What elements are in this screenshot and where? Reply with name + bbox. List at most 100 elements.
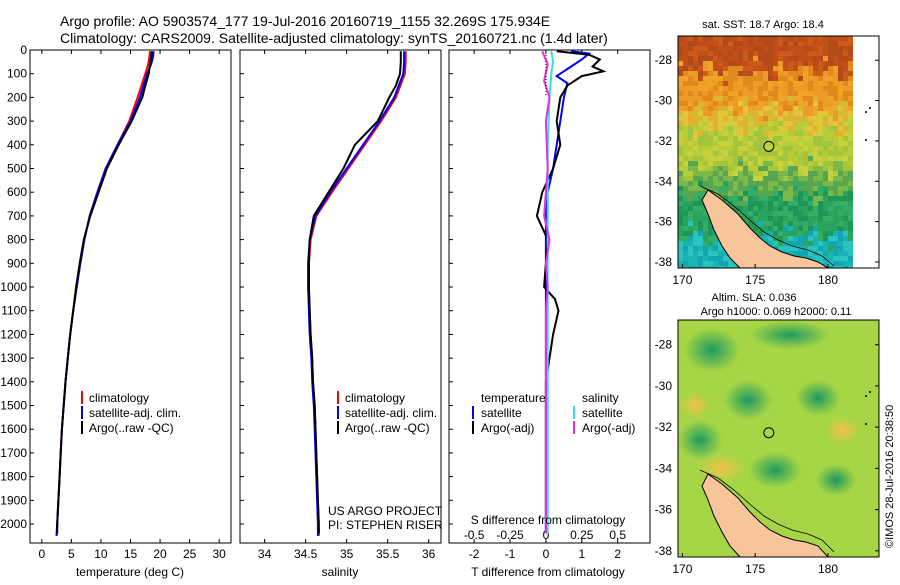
sst-cell	[808, 66, 813, 71]
sst-cell	[833, 86, 838, 91]
sst-cell	[828, 36, 833, 41]
sst-cell	[763, 196, 768, 201]
sst-cell	[728, 91, 733, 96]
sst-cell	[708, 241, 713, 246]
sst-cell	[718, 261, 723, 266]
sst-cell	[763, 146, 768, 151]
sst-cell	[753, 56, 758, 61]
sst-cell	[828, 246, 833, 251]
sst-cell	[788, 196, 793, 201]
sst-cell	[738, 121, 743, 126]
sst-cell	[848, 171, 853, 176]
sst-cell	[793, 101, 798, 106]
sst-cell	[788, 116, 793, 121]
sst-cell	[698, 201, 703, 206]
sst-cell	[738, 86, 743, 91]
sst-cell	[678, 246, 683, 251]
depth-tick-label: 1300	[0, 351, 27, 365]
sst-cell	[713, 176, 718, 181]
sst-cell	[818, 101, 823, 106]
sst-cell	[703, 166, 708, 171]
sst-cell	[678, 46, 683, 51]
sst-cell	[818, 91, 823, 96]
sst-cell	[703, 241, 708, 246]
sst-cell	[848, 56, 853, 61]
sst-cell	[728, 81, 733, 86]
sst-cell	[838, 66, 843, 71]
sst-cell	[758, 111, 763, 116]
sst-cell	[808, 101, 813, 106]
sst-cell	[753, 86, 758, 91]
sst-cell	[748, 181, 753, 186]
sst-cell	[793, 161, 798, 166]
sst-cell	[733, 151, 738, 156]
salinity-difference-legend: salinity satellite Argo(-adj)	[573, 391, 635, 435]
sla-positive-blob	[679, 393, 711, 417]
sst-cell	[763, 131, 768, 136]
sst-cell	[843, 266, 848, 268]
x-tick-label: 2	[614, 547, 621, 561]
sst-cell	[793, 41, 798, 46]
sst-cell	[778, 196, 783, 201]
sst-cell	[738, 201, 743, 206]
sst-cell	[758, 56, 763, 61]
sst-cell	[703, 226, 708, 231]
sst-cell	[813, 51, 818, 56]
sst-cell	[723, 251, 728, 256]
sst-cell	[838, 96, 843, 101]
sst-cell	[733, 196, 738, 201]
sst-cell	[778, 186, 783, 191]
sst-cell	[733, 41, 738, 46]
sst-cell	[833, 191, 838, 196]
sst-cell	[683, 86, 688, 91]
sst-cell	[818, 81, 823, 86]
depth-tick-label: 1600	[0, 422, 27, 436]
sst-cell	[738, 51, 743, 56]
sst-cell	[698, 116, 703, 121]
sst-cell	[788, 76, 793, 81]
sst-cell	[828, 136, 833, 141]
sst-cell	[723, 261, 728, 266]
sst-cell	[828, 41, 833, 46]
sst-cell	[688, 176, 693, 181]
sst-cell	[738, 101, 743, 106]
sst-cell	[688, 261, 693, 266]
sst-cell	[788, 226, 793, 231]
latitude-tick-label: -30	[655, 379, 673, 393]
sst-cell	[678, 141, 683, 146]
imos-timestamp: ©IMOS 28-Jul-2016 20:38:50	[884, 405, 896, 548]
sst-cell	[708, 41, 713, 46]
sst-cell	[718, 91, 723, 96]
sst-cell	[783, 206, 788, 211]
sst-cell	[788, 36, 793, 41]
sst-cell	[803, 241, 808, 246]
depth-tick-label: 2000	[0, 517, 27, 531]
sst-cell	[843, 181, 848, 186]
sst-cell	[688, 136, 693, 141]
sst-cell	[723, 151, 728, 156]
sst-cell	[688, 171, 693, 176]
sst-cell	[678, 36, 683, 41]
sst-cell	[693, 71, 698, 76]
sst-cell	[773, 161, 778, 166]
sst-cell	[753, 161, 758, 166]
sst-cell	[838, 91, 843, 96]
sst-cell	[718, 126, 723, 131]
sst-cell	[708, 226, 713, 231]
sst-cell	[743, 86, 748, 91]
sst-cell	[773, 171, 778, 176]
sst-cell	[688, 246, 693, 251]
sst-cell	[793, 146, 798, 151]
sst-cell	[808, 216, 813, 221]
sst-cell	[833, 141, 838, 146]
x-tick-label: 35.5	[376, 547, 400, 561]
temperature-plot-frame	[29, 49, 232, 544]
sst-cell	[828, 51, 833, 56]
sst-cell	[698, 156, 703, 161]
sst-cell	[833, 76, 838, 81]
sst-cell	[703, 41, 708, 46]
sst-cell	[678, 151, 683, 156]
sst-cell	[808, 246, 813, 251]
sst-cell	[743, 176, 748, 181]
